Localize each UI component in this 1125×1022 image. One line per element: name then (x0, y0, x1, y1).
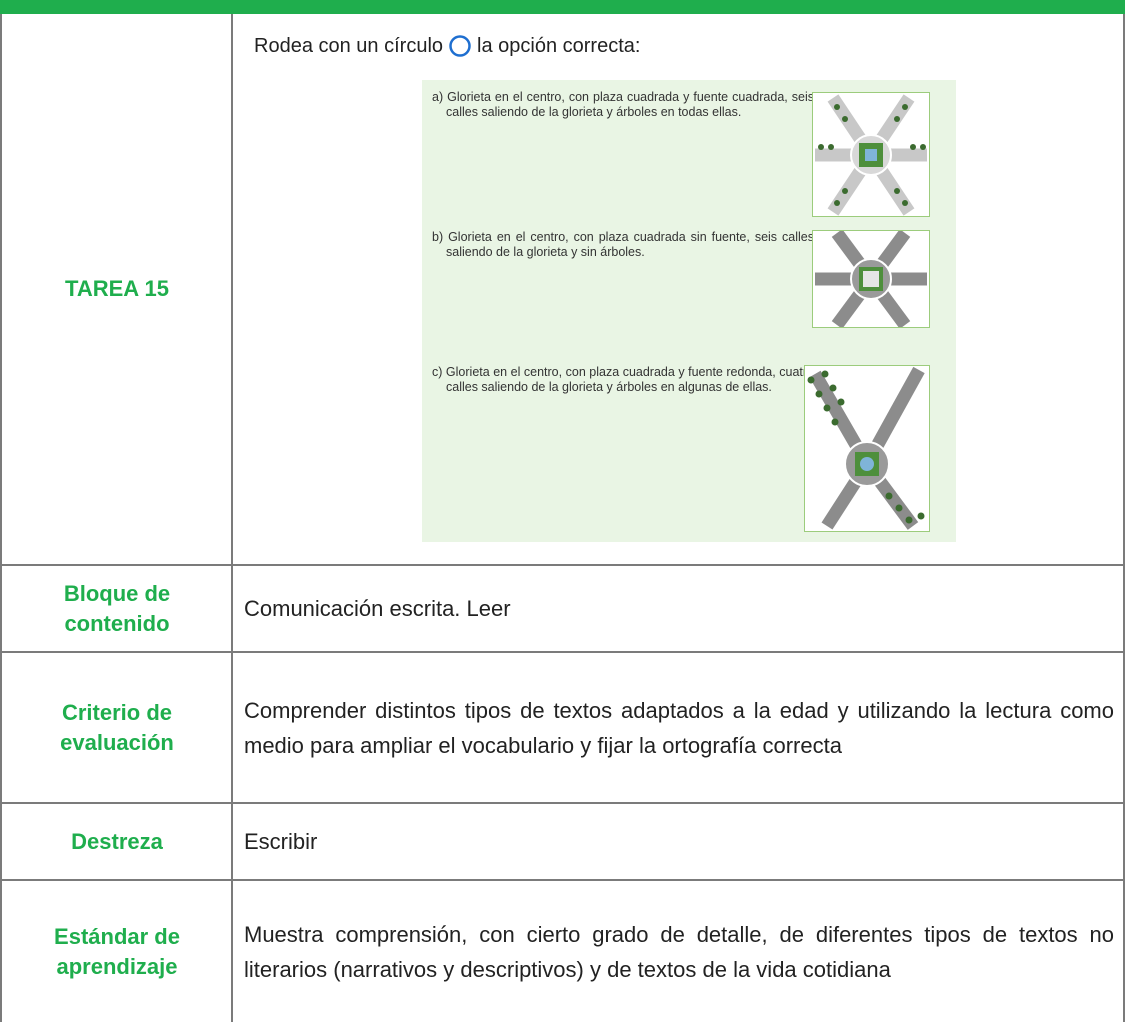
instruction-text: la opción correcta: (477, 34, 641, 57)
row-label: Bloque de contenido (2, 566, 232, 651)
row-content-text: Comunicación escrita. Leer (244, 596, 511, 621)
illustration (812, 230, 930, 328)
row-label: Criterio de evaluación (2, 653, 232, 802)
border (0, 564, 1125, 566)
row-label: Estándar de aprendizaje (2, 881, 232, 1022)
row-content: Escribir (244, 804, 1114, 879)
border (231, 14, 233, 1022)
row-content-text: Escribir (244, 829, 318, 854)
row-label: TAREA 15 (2, 14, 232, 564)
top-bar (0, 0, 1125, 14)
illustration (812, 92, 930, 217)
border (0, 651, 1125, 653)
border (1123, 14, 1125, 1022)
option-text: c) Glorieta en el centro, con plaza cuad… (432, 365, 814, 394)
row-content-text: Comprender distintos tipos de textos ada… (244, 697, 1114, 758)
row-label-text: Bloque de contenido (63, 580, 171, 636)
row-content: Muestra comprensión, con cierto grado de… (244, 881, 1114, 1022)
instruction: Rodea con un círculo la opción correcta: (254, 34, 640, 58)
instruction-text: Rodea con un círculo (254, 34, 444, 57)
row-content-text: Muestra comprensión, con cierto grado de… (244, 921, 1114, 982)
border (0, 879, 1125, 881)
border (0, 14, 2, 1022)
row-content: Comprender distintos tipos de textos ada… (244, 653, 1114, 802)
illustration (804, 365, 930, 532)
option-text: b) Glorieta en el centro, con plaza cuad… (432, 230, 814, 259)
task-label: TAREA 15 (65, 276, 169, 301)
border (0, 802, 1125, 804)
row-label-text: Estándar de aprendizaje (54, 923, 180, 979)
row-content: Comunicación escrita. Leer (244, 566, 1114, 651)
row-label-text: Destreza (71, 828, 163, 854)
circle-icon (449, 35, 471, 57)
option-text: a) Glorieta en el centro, con plaza cuad… (432, 90, 814, 119)
options-panel: a) Glorieta en el centro, con plaza cuad… (422, 80, 956, 542)
row-label: Destreza (2, 804, 232, 879)
row-label-text: Criterio de evaluación (60, 699, 174, 755)
